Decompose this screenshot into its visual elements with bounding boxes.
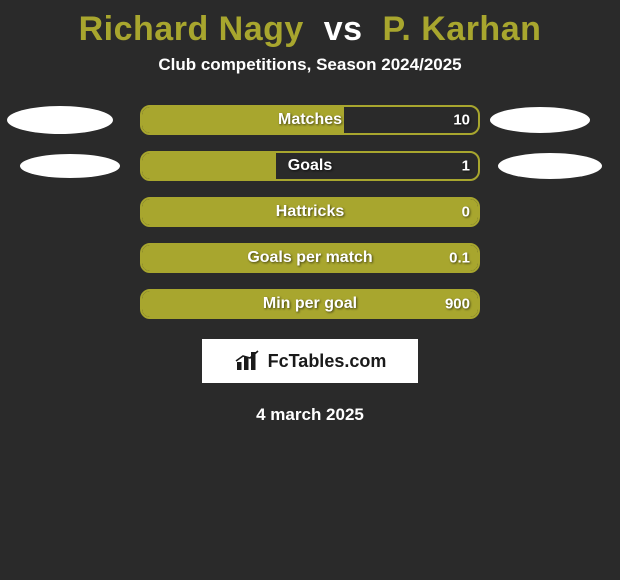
stat-bar-fill <box>142 153 276 179</box>
stat-value-right: 1 <box>462 158 470 175</box>
comparison-title: Richard Nagy vs P. Karhan <box>0 0 620 55</box>
stat-value-right: 10 <box>453 112 470 129</box>
stat-row: Goals 1 <box>0 151 620 181</box>
stat-label: Matches <box>278 111 342 129</box>
stat-label: Min per goal <box>263 295 357 313</box>
stat-bar: Min per goal 900 <box>140 289 480 319</box>
stat-row: Goals per match 0.1 <box>0 243 620 273</box>
right-value-ellipse <box>490 107 590 133</box>
title-separator: vs <box>324 10 363 48</box>
player-left-name: Richard Nagy <box>79 10 304 48</box>
stat-value-right: 0.1 <box>449 250 470 267</box>
bar-chart-icon <box>234 350 262 372</box>
player-right-name: P. Karhan <box>383 10 542 48</box>
stat-bar: Goals 1 <box>140 151 480 181</box>
stat-value-right: 0 <box>462 204 470 221</box>
right-value-ellipse <box>498 153 602 179</box>
stat-bar: Hattricks 0 <box>140 197 480 227</box>
stat-row: Min per goal 900 <box>0 289 620 319</box>
stat-label: Goals per match <box>247 249 372 267</box>
stat-value-right: 900 <box>445 296 470 313</box>
subtitle-text: Club competitions, Season 2024/2025 <box>0 55 620 105</box>
stat-bar: Goals per match 0.1 <box>140 243 480 273</box>
stat-row: Matches 10 <box>0 105 620 135</box>
attribution-badge: FcTables.com <box>202 339 418 383</box>
stat-label: Goals <box>288 157 332 175</box>
stats-chart: Matches 10 Goals 1 Hattricks 0 Goals per match… <box>0 105 620 319</box>
stat-row: Hattricks 0 <box>0 197 620 227</box>
stat-bar: Matches 10 <box>140 105 480 135</box>
left-value-ellipse <box>7 106 113 134</box>
stat-label: Hattricks <box>276 203 344 221</box>
date-text: 4 march 2025 <box>0 405 620 425</box>
left-value-ellipse <box>20 154 120 178</box>
attribution-text: FcTables.com <box>268 351 387 372</box>
